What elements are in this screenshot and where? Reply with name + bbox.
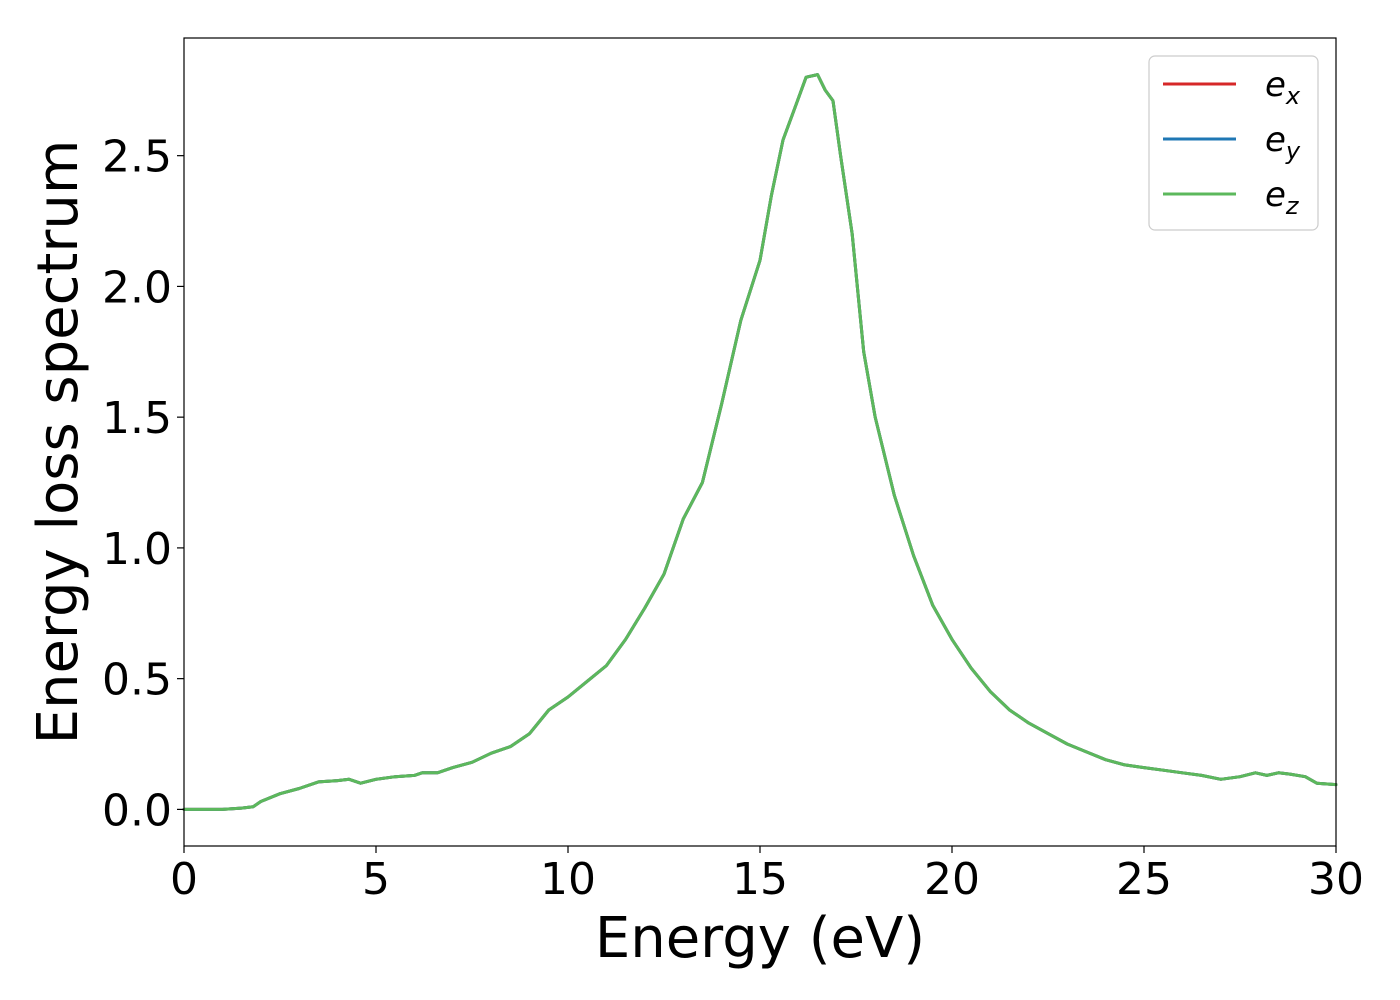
series-line-ez: [182, 73, 1338, 811]
series-layer: [182, 73, 1338, 811]
x-tick-label: 5: [362, 854, 390, 905]
y-tick-label: 0.0: [102, 785, 172, 836]
x-tick-label: 30: [1308, 854, 1364, 905]
legend-box: [1148, 55, 1319, 231]
plot-area: [184, 38, 1336, 846]
x-tick-label: 10: [540, 854, 596, 905]
x-axis-ticks: 0 5 10 15 20 25 30: [170, 846, 1364, 905]
y-tick-label: 1.5: [102, 393, 172, 444]
y-tick-label: 2.0: [102, 262, 172, 313]
x-axis-title: Energy (eV): [595, 906, 925, 971]
y-tick-label: 2.5: [102, 132, 172, 183]
y-tick-label: 0.5: [102, 655, 172, 706]
x-tick-label: 0: [170, 854, 198, 905]
y-axis-title: Energy loss spectrum: [26, 140, 91, 745]
x-tick-label: 20: [924, 854, 980, 905]
y-tick-label: 1.0: [102, 524, 172, 575]
x-tick-label: 15: [732, 854, 788, 905]
y-axis-ticks: 0.0 0.5 1.0 1.5 2.0 2.5: [102, 132, 184, 836]
x-tick-label: 25: [1116, 854, 1172, 905]
